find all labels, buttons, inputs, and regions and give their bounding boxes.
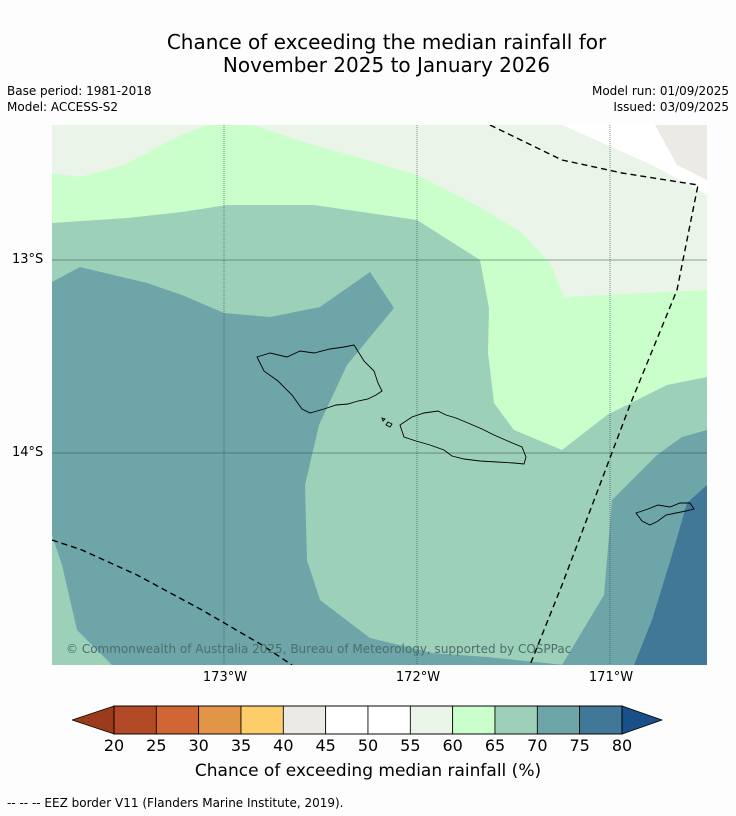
eez-border-south xyxy=(52,539,293,665)
apolima-island xyxy=(381,417,386,422)
tutuila-island xyxy=(635,502,695,526)
colorbar-tick-70: 70 xyxy=(527,736,548,755)
zone-65-70-southwest xyxy=(52,535,112,665)
eez-footnote: -- -- -- EEZ border V11 (Flanders Marine… xyxy=(7,796,344,810)
colorbar-frame xyxy=(113,705,623,735)
colorbar-bin-35-40 xyxy=(240,705,284,735)
colorbar-high-extend xyxy=(621,705,664,735)
colorbar-bin-55-60 xyxy=(409,705,454,735)
rainfall-map: © Commonwealth of Australia 2025, Bureau… xyxy=(52,125,707,665)
colorbar-bin-40-45 xyxy=(282,705,327,735)
model-run: Model run: 01/09/2025 xyxy=(591,84,729,98)
upolu-island xyxy=(399,410,527,465)
colorbar-bin-65-70 xyxy=(494,705,538,735)
colorbar-bin-50-55 xyxy=(367,705,411,735)
lat-label-13s: 13°S xyxy=(12,252,44,267)
colorbar-bin-75-80 xyxy=(579,705,623,735)
chart-title: Chance of exceeding the median rainfall … xyxy=(0,31,736,77)
meta-left: Base period: 1981-2018 Model: ACCESS-S2 xyxy=(7,83,152,115)
colorbar-low-extend xyxy=(72,705,115,735)
eez-border-north xyxy=(489,125,699,665)
colorbar-title: Chance of exceeding median rainfall (%) xyxy=(194,761,542,781)
zone-75-80 xyxy=(634,485,707,665)
colorbar-tick-40: 40 xyxy=(273,736,294,755)
colorbar-tick-35: 35 xyxy=(230,736,252,755)
issued-date: Issued: 03/09/2025 xyxy=(613,100,729,114)
zone-70-75-west xyxy=(52,267,564,665)
colorbar-tick-80: 80 xyxy=(611,736,633,755)
colorbar-tick-30: 30 xyxy=(188,736,209,755)
colorbar-bin-60-65 xyxy=(452,705,496,735)
copyright-text: © Commonwealth of Australia 2025, Bureau… xyxy=(66,642,571,656)
manono-island xyxy=(385,421,393,428)
colorbar-bin-45-50 xyxy=(325,705,369,735)
savaii-island xyxy=(256,344,383,414)
meta-right: Model run: 01/09/2025 Issued: 03/09/2025 xyxy=(592,83,729,115)
colorbar-bin-70-75 xyxy=(536,705,581,735)
colorbar-tick-75: 75 xyxy=(569,736,590,755)
lon-label-171w: 171°W xyxy=(588,670,634,685)
lat-label-14s: 14°S xyxy=(12,445,44,460)
colorbar-bin-30-35 xyxy=(198,705,242,735)
colorbar-tick-60: 60 xyxy=(442,736,463,755)
colorbar-tick-25: 25 xyxy=(146,736,167,755)
title-line-1: Chance of exceeding the median rainfall … xyxy=(166,30,607,54)
colorbar-bin-25-30 xyxy=(155,705,200,735)
title-line-2: November 2025 to January 2026 xyxy=(222,53,551,77)
colorbar-tick-65: 65 xyxy=(484,736,506,755)
colorbar-tick-45: 45 xyxy=(315,736,336,755)
base-period: Base period: 1981-2018 xyxy=(7,84,152,98)
zone-40-45-corner xyxy=(655,125,707,180)
colorbar xyxy=(72,705,664,735)
colorbar-tick-55: 55 xyxy=(400,736,421,755)
colorbar-tick-50: 50 xyxy=(357,736,379,755)
lon-label-173w: 173°W xyxy=(202,670,248,685)
lon-label-172w: 172°W xyxy=(395,670,441,685)
colorbar-bin-20-25 xyxy=(113,705,157,735)
model-name: Model: ACCESS-S2 xyxy=(7,100,119,114)
colorbar-tick-20: 20 xyxy=(103,736,125,755)
